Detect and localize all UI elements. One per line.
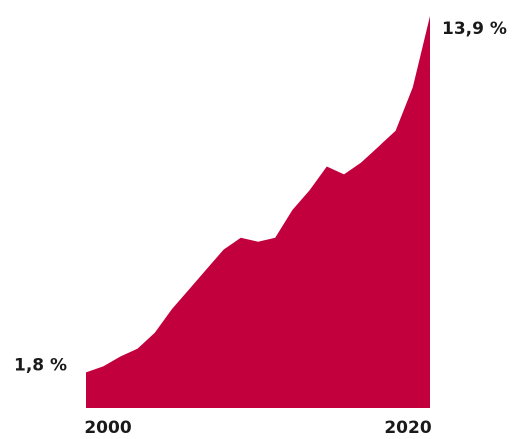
x-tick-label-end: 2020 (384, 418, 431, 438)
area-series (86, 16, 430, 408)
start-value-label: 1,8 % (14, 355, 67, 375)
end-value-label: 13,9 % (442, 19, 507, 39)
x-tick-label-start: 2000 (84, 418, 131, 438)
